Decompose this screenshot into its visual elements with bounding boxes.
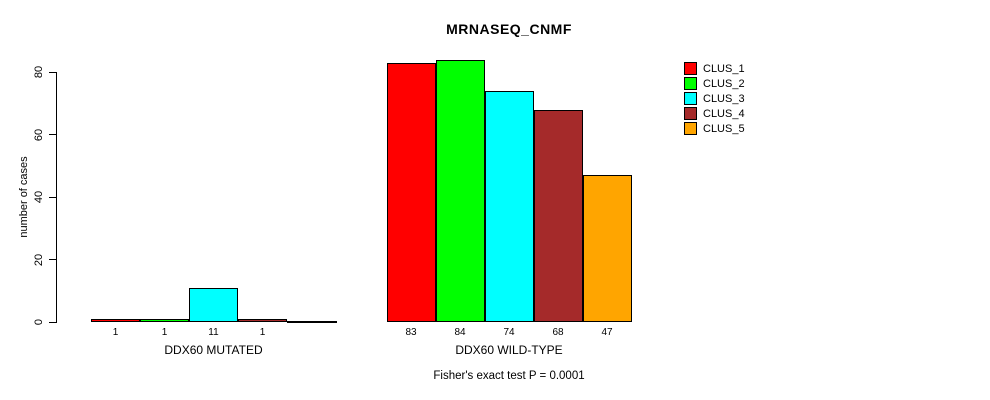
legend-swatch	[684, 122, 697, 135]
bar-clus_1	[386, 62, 436, 322]
annotation-note: Fisher's exact test P = 0.0001	[433, 370, 585, 382]
y-axis-tick	[49, 321, 56, 323]
legend-swatch	[684, 107, 697, 120]
y-axis-tick-label: 80	[33, 65, 45, 79]
bar-clus_3	[189, 287, 238, 322]
legend-label: CLUS_2	[703, 77, 745, 90]
legend-row: CLUS_5	[684, 122, 745, 135]
bar-value-label: 84	[454, 327, 466, 338]
legend-swatch	[684, 62, 697, 75]
bar-value-label: 1	[259, 327, 266, 338]
y-axis-tick-label: 0	[33, 318, 45, 326]
group-label: DDX60 MUTATED	[164, 343, 263, 357]
y-axis-tick	[49, 196, 56, 198]
legend-swatch	[684, 77, 697, 90]
legend-label: CLUS_3	[703, 92, 745, 105]
legend-row: CLUS_4	[684, 107, 745, 120]
legend-swatch	[684, 92, 697, 105]
bar-clus_3	[484, 90, 534, 322]
bar-clus_2	[435, 59, 485, 322]
bar-value-label: 47	[601, 327, 613, 338]
legend-label: CLUS_5	[703, 122, 745, 135]
y-axis-tick-label: 40	[33, 190, 45, 204]
y-axis-tick-label: 60	[33, 128, 45, 141]
y-axis-tick	[49, 134, 56, 135]
legend-label: CLUS_4	[703, 107, 745, 120]
legend-row: CLUS_3	[684, 92, 745, 105]
bar-clus_4	[533, 109, 583, 322]
bar-clus_4	[238, 318, 287, 322]
group-label: DDX60 WILD-TYPE	[455, 343, 563, 357]
legend: CLUS_1 CLUS_2 CLUS_3 CLUS_4 CLUS_5	[684, 62, 745, 137]
legend-row: CLUS_2	[684, 77, 745, 90]
y-axis-line	[56, 72, 57, 323]
y-axis-tick	[49, 259, 56, 260]
bar-value-label: 68	[552, 327, 564, 338]
bar-value-label: 11	[208, 327, 219, 338]
bar-value-label: 1	[161, 327, 168, 338]
chart-title: MRNASEQ_CNMF	[446, 21, 572, 37]
bar-zero-clus_5	[287, 321, 337, 323]
bar-clus_2	[140, 318, 189, 322]
legend-row: CLUS_1	[684, 62, 745, 75]
legend-label: CLUS_1	[703, 62, 745, 75]
y-axis-tick	[49, 71, 56, 73]
bar-value-label: 83	[405, 327, 417, 338]
y-axis-tick-label: 20	[33, 253, 45, 266]
y-axis-label: number of cases	[18, 156, 30, 238]
bar-clus_1	[91, 318, 140, 322]
bar-value-label: 1	[112, 327, 119, 338]
bar-value-label: 74	[503, 327, 515, 338]
bar-clus_5	[582, 175, 632, 322]
